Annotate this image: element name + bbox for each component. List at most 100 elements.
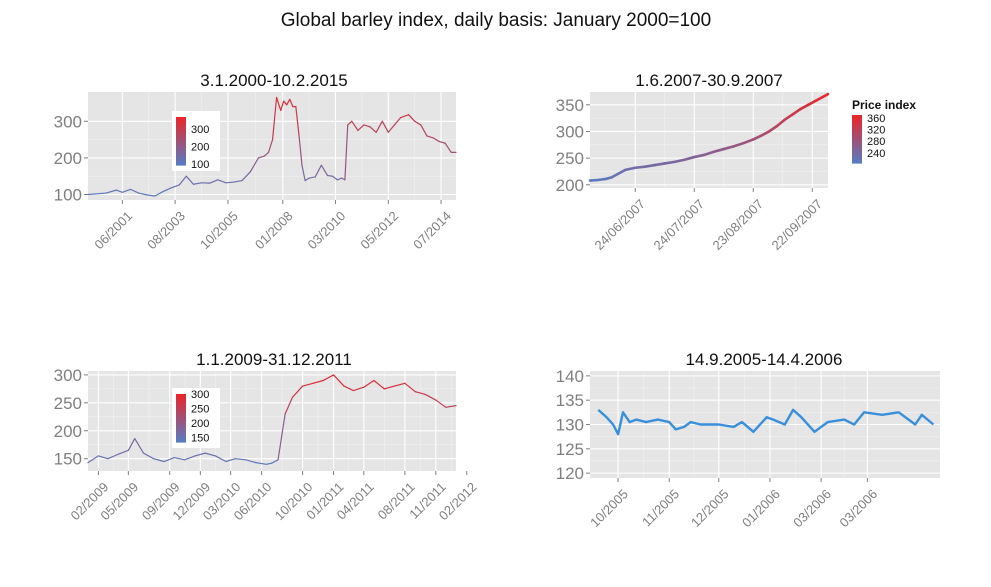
series-line-segment: [596, 177, 608, 182]
series-line-segment: [173, 456, 186, 461]
y-tick-label: 300: [54, 112, 82, 131]
legend-colorbar-segment: [176, 402, 186, 405]
series-line-segment: [375, 120, 383, 133]
legend-colorbar-segment: [176, 119, 186, 122]
series-line-segment: [286, 98, 291, 106]
legend-colorbar-segment: [176, 408, 186, 411]
series-line-segment: [363, 379, 375, 388]
legend-colorbar-segment: [852, 135, 862, 138]
plot-background: [88, 371, 456, 471]
y-tick-label: 120: [556, 464, 584, 483]
series-line-segment: [351, 120, 359, 132]
series-line-segment: [308, 176, 316, 179]
x-tick-label: 07/2014: [410, 208, 454, 252]
series-line-segment: [134, 437, 145, 454]
legend-colorbar-segment: [176, 123, 186, 126]
legend-colorbar-segment: [852, 117, 862, 120]
series-line-segment: [265, 462, 273, 465]
legend-colorbar-segment: [176, 438, 186, 441]
series-line-segment: [214, 455, 227, 463]
legend-colorbar-segment: [176, 155, 186, 158]
legend-colorbar-segment: [176, 416, 186, 419]
panel-title: 14.9.2005-14.4.2006: [686, 350, 843, 369]
series-line-segment: [357, 124, 365, 132]
chart-panel-2009-2011: 1.1.2009-31.12.201115020025030002/200905…: [54, 350, 480, 523]
series-line-segment: [304, 177, 310, 182]
legend-colorbar-segment: [852, 123, 862, 126]
legend-colorbar-segment: [176, 440, 186, 443]
legend-colorbar-segment: [176, 432, 186, 435]
series-line-segment: [178, 175, 187, 186]
legend-colorbar-segment: [176, 426, 186, 429]
legend-colorbar-segment: [176, 131, 186, 134]
series-line-segment: [767, 124, 779, 133]
series-line-segment: [225, 458, 236, 463]
legend-colorbar-segment: [176, 137, 186, 140]
series-line-segment: [444, 142, 452, 154]
legend-label: 200: [191, 142, 209, 154]
x-tick-label: 22/09/2007: [769, 196, 826, 253]
series-line-segment: [438, 140, 446, 144]
series-line-segment: [192, 182, 203, 185]
series-line-segment: [298, 135, 303, 166]
series-line-segment: [152, 458, 165, 463]
series-line-segment: [393, 382, 406, 387]
series-line-segment: [373, 379, 385, 390]
legend-colorbar-segment: [852, 143, 862, 146]
series-line-segment: [387, 124, 396, 133]
series-line-segment: [814, 94, 826, 102]
plot-background: [590, 92, 828, 188]
series-line-segment: [426, 135, 434, 139]
series-line-segment: [712, 147, 726, 154]
legend-colorbar-segment: [176, 145, 186, 148]
legend-label: 240: [867, 148, 885, 160]
series-line-segment: [702, 150, 716, 157]
legend-colorbar-segment: [176, 121, 186, 124]
legend-colorbar-segment: [176, 398, 186, 401]
series-line-segment: [312, 379, 324, 384]
series-line-segment: [783, 113, 794, 122]
series-line-segment: [249, 157, 260, 173]
series-line-segment: [791, 107, 802, 116]
series-line-segment: [267, 138, 274, 154]
series-line-segment: [142, 452, 155, 460]
legend-colorbar-segment: [176, 129, 186, 132]
series-line-segment: [289, 98, 294, 108]
legend-colorbar-segment: [176, 394, 186, 397]
legend-colorbar-segment: [852, 159, 862, 162]
y-tick-label: 150: [54, 450, 82, 469]
legend-colorbar-segment: [852, 145, 862, 148]
legend-colorbar-segment: [176, 163, 186, 166]
legend-colorbar-segment: [176, 404, 186, 407]
panel-title: 1.6.2007-30.9.2007: [635, 71, 782, 90]
series-line-segment: [204, 452, 217, 457]
series-line-segment: [653, 162, 667, 167]
series-line-segment: [280, 100, 285, 111]
series-line-segment: [347, 120, 353, 126]
series-line-segment: [751, 134, 763, 141]
series-line-segment: [234, 458, 247, 461]
series-line-segment: [588, 178, 600, 182]
series-line-segment: [245, 459, 257, 464]
y-tick-label: 250: [54, 394, 82, 413]
series-line-segment: [663, 160, 676, 165]
y-tick-label: 200: [54, 149, 82, 168]
series-line-segment: [336, 177, 343, 181]
legend-colorbar-segment: [852, 119, 862, 122]
series-line-segment: [117, 449, 129, 455]
series-line-segment: [435, 399, 447, 408]
series-line-segment: [194, 452, 206, 457]
legend-label: 300: [191, 124, 209, 136]
series-line-segment: [822, 92, 830, 98]
legend-colorbar-segment: [176, 424, 186, 427]
series-line-segment: [275, 96, 282, 111]
chart-panel-2005-2006: 14.9.2005-14.4.2006 120 125 130 135 140 10/200…: [556, 350, 940, 530]
legend-colorbar-segment: [852, 125, 862, 128]
legend-colorbar-segment: [852, 157, 862, 160]
series-line-segment: [277, 413, 286, 461]
series-line-segment: [369, 126, 377, 133]
series-line-segment: [643, 163, 657, 168]
legend-colorbar-segment: [852, 141, 862, 144]
y-tick-label: 200: [54, 422, 82, 441]
